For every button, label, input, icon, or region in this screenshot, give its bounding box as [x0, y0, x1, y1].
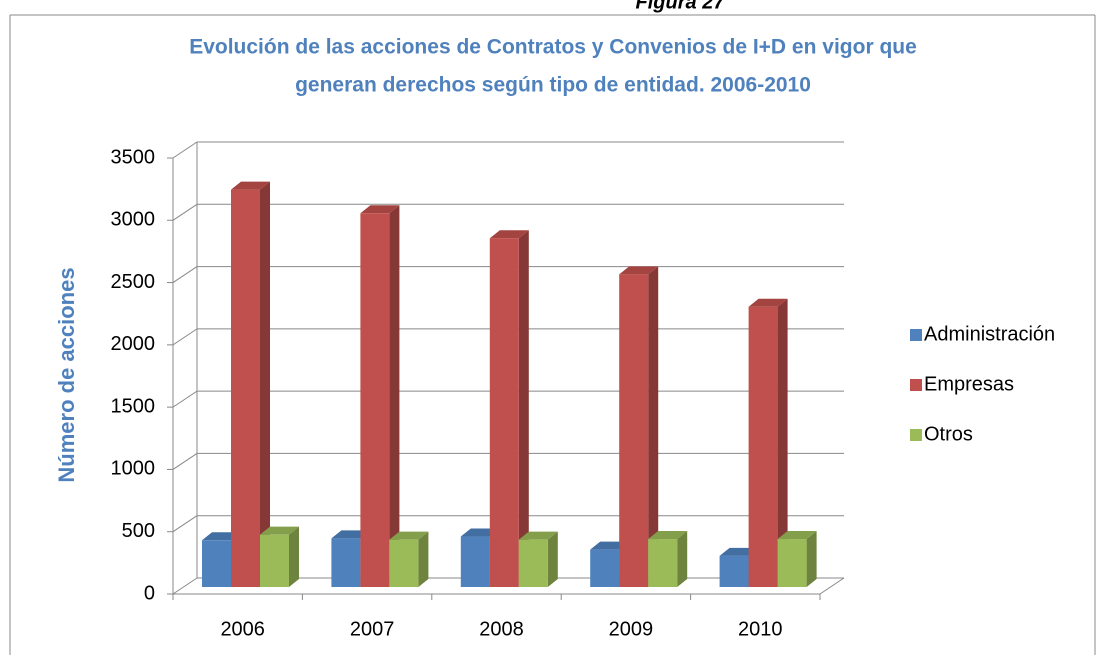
- bar-top: [619, 266, 659, 275]
- y-tick-label: 1000: [111, 458, 156, 480]
- grid-line: [172, 390, 198, 408]
- bar: [777, 539, 807, 587]
- grid-line: [172, 203, 198, 221]
- y-tick-label: 2500: [111, 271, 156, 293]
- bar: [590, 549, 620, 587]
- bar-top: [389, 531, 429, 540]
- bar-top: [231, 181, 270, 190]
- bar: [619, 274, 649, 587]
- bar-top: [777, 531, 817, 540]
- x-tick-label: 2010: [738, 618, 783, 640]
- y-tick-label: 2000: [111, 333, 156, 355]
- bar: [648, 539, 678, 587]
- bar: [489, 238, 519, 587]
- y-tick-label: 500: [122, 520, 155, 542]
- legend-swatch: [910, 329, 922, 341]
- bar-side: [806, 531, 817, 587]
- bar-top: [489, 230, 529, 239]
- axis-line: [819, 577, 845, 595]
- grid-line: [172, 577, 198, 595]
- bar-side: [418, 531, 429, 587]
- legend-label: Otros: [924, 423, 973, 445]
- bar-side: [289, 526, 299, 587]
- bar: [389, 539, 419, 587]
- bar: [460, 536, 490, 587]
- bar-top: [518, 531, 558, 540]
- bar: [360, 213, 390, 588]
- grid-line: [172, 266, 198, 283]
- bar-top: [648, 531, 688, 540]
- legend-swatch: [910, 379, 922, 391]
- x-tick-label: 2007: [350, 618, 395, 640]
- bar: [748, 306, 778, 587]
- y-tick-label: 0: [144, 582, 155, 604]
- bar-top: [360, 205, 400, 214]
- y-tick-label: 1500: [111, 395, 156, 417]
- bar: [231, 189, 260, 588]
- grid-line: [172, 141, 198, 159]
- legend-label: Empresas: [924, 373, 1014, 395]
- x-tick-label: 2009: [609, 618, 654, 640]
- x-tick-label: 2008: [479, 618, 524, 640]
- bar-side: [677, 531, 688, 587]
- bar: [719, 555, 749, 587]
- chart-title: generan derechos según tipo de entidad. …: [295, 74, 811, 97]
- bar: [518, 539, 548, 587]
- bar: [331, 538, 361, 587]
- bar-side: [518, 230, 529, 587]
- grid-line: [172, 328, 198, 346]
- bar-top: [260, 526, 299, 535]
- caption: Figura 27: [636, 0, 726, 13]
- bar-side: [777, 298, 788, 587]
- bar-side: [547, 531, 558, 587]
- y-axis-label: Número de acciones: [54, 267, 79, 482]
- bar: [202, 540, 231, 587]
- bar-top: [748, 298, 788, 307]
- grid-line: [172, 453, 198, 470]
- bar-side: [260, 181, 270, 588]
- y-tick-label: 3500: [111, 146, 156, 168]
- bar: [260, 534, 289, 587]
- grid-line: [172, 515, 198, 533]
- y-tick-label: 3000: [111, 209, 156, 231]
- legend-swatch: [910, 429, 922, 441]
- legend-label: Administración: [924, 323, 1055, 345]
- x-tick-label: 2006: [220, 618, 265, 640]
- bar-side: [648, 266, 659, 587]
- bar-side: [389, 205, 400, 588]
- chart-title: Evolución de las acciones de Contratos y…: [189, 36, 917, 59]
